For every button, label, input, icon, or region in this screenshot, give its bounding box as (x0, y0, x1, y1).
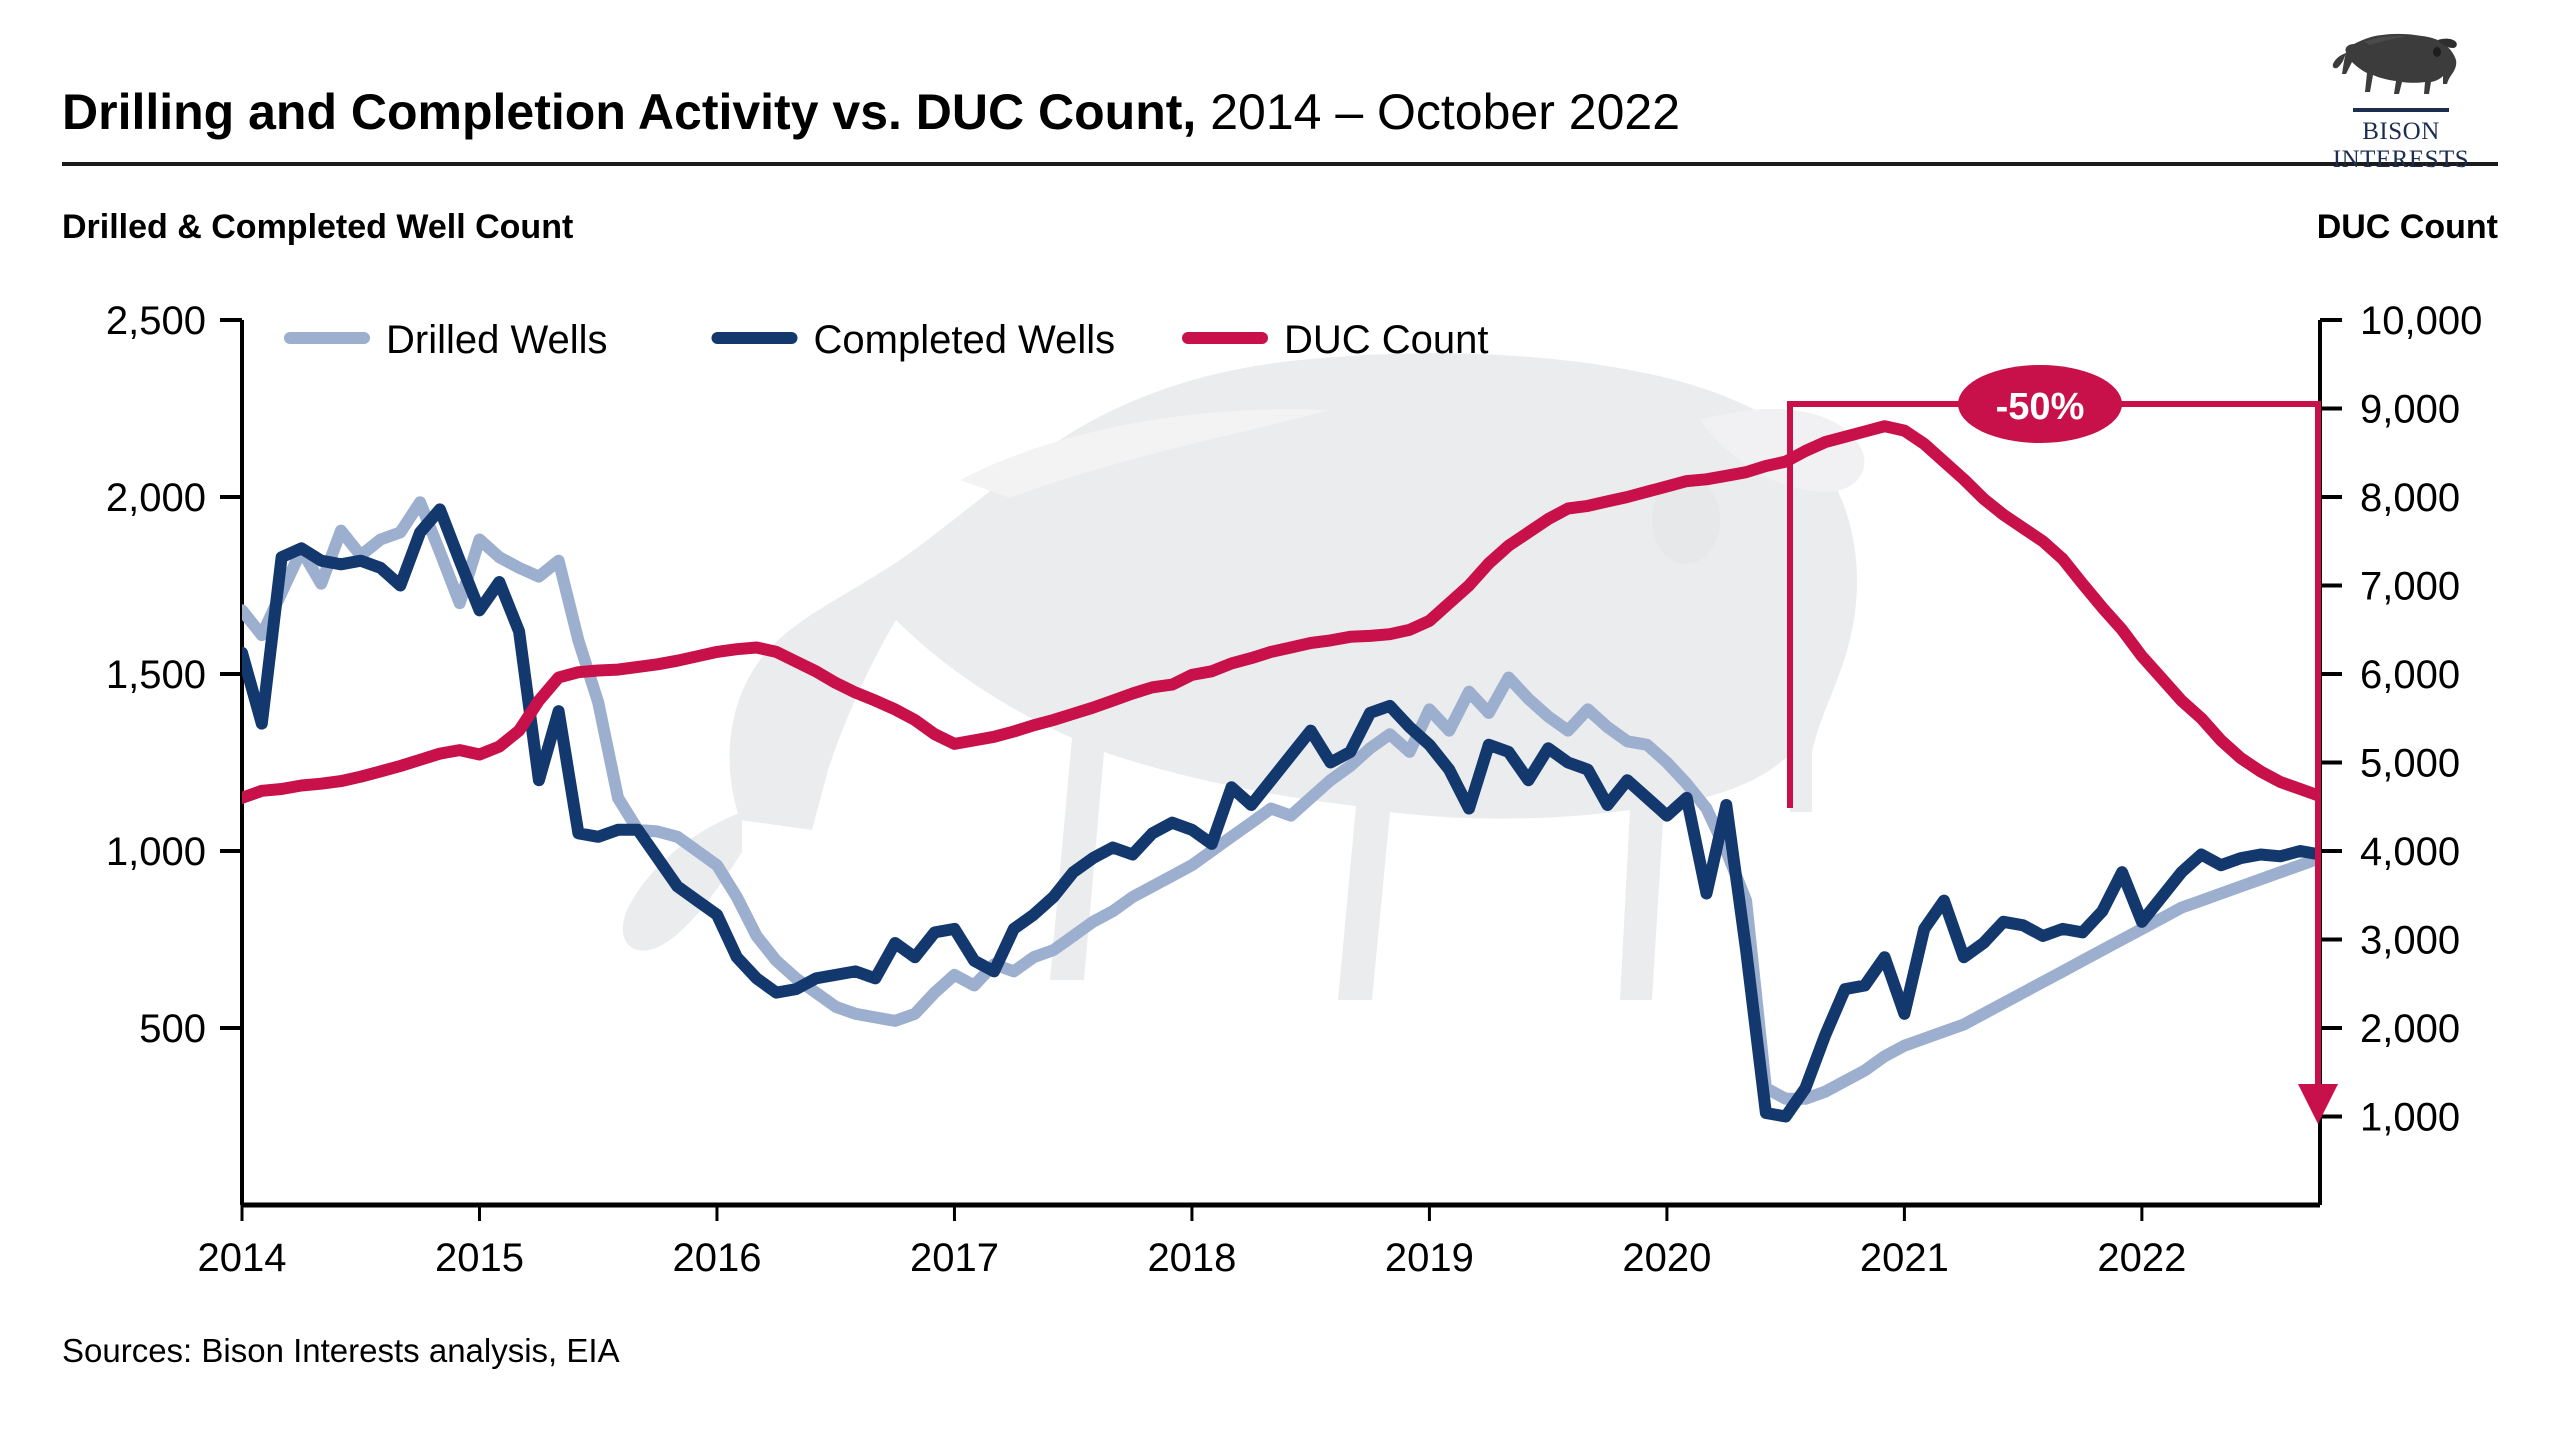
x-axis-tick-label: 2022 (2097, 1236, 2186, 1280)
page-title-bold: Drilling and Completion Activity vs. DUC… (62, 84, 1197, 140)
series-line-completed-wells (242, 503, 2320, 1123)
right-axis-tick-label: 1,000 (2360, 1096, 2460, 1140)
x-axis-tick-label: 2017 (910, 1236, 999, 1280)
left-axis-tick-label: 2,500 (106, 299, 206, 343)
x-axis-tick-label: 2018 (1147, 1236, 1236, 1280)
x-axis-tick-label: 2014 (198, 1236, 287, 1280)
left-axis-tick-label: 500 (139, 1007, 206, 1051)
x-axis-tick-label: 2020 (1622, 1236, 1711, 1280)
right-axis-tick-label: 5,000 (2360, 742, 2460, 786)
annotation-badge-label: -50% (1996, 386, 2085, 428)
logo-divider (2353, 108, 2449, 112)
bison-watermark-icon (622, 353, 1865, 1000)
x-axis-tick-label: 2016 (672, 1236, 761, 1280)
x-axis-tick-label: 2021 (1860, 1236, 1949, 1280)
x-axis-tick-label: 2019 (1385, 1236, 1474, 1280)
legend-label: DUC Count (1284, 318, 1489, 362)
right-axis-tick-label: 9,000 (2360, 388, 2460, 432)
right-axis-tick-label: 7,000 (2360, 565, 2460, 609)
right-axis-tick-label: 10,000 (2360, 299, 2482, 343)
left-axis-tick-label: 1,000 (106, 830, 206, 874)
annotation-badge (1958, 365, 2122, 443)
annotation-arrowhead (2298, 1084, 2338, 1124)
legend-label: Drilled Wells (386, 318, 608, 362)
right-axis-tick-label: 6,000 (2360, 653, 2460, 697)
left-axis-tick-label: 1,500 (106, 653, 206, 697)
logo-wordmark: BISON INTERESTS (2332, 118, 2470, 173)
bison-icon (2332, 33, 2457, 94)
right-axis-tick-label: 2,000 (2360, 1007, 2460, 1051)
series-line-duc-count (242, 420, 2320, 804)
left-axis-caption: Drilled & Completed Well Count (62, 208, 574, 246)
legend-label: Completed Wells (814, 318, 1116, 362)
page-title-range: 2014 – October 2022 (1196, 84, 1681, 140)
page-title: Drilling and Completion Activity vs. DUC… (62, 82, 2498, 154)
title-divider (62, 162, 2498, 166)
brand-logo: BISON INTERESTS (2296, 22, 2506, 173)
right-axis-tick-label: 8,000 (2360, 476, 2460, 520)
right-axis-caption: DUC Count (2316, 208, 2498, 246)
x-axis-tick-label: 2015 (435, 1236, 524, 1280)
left-axis-tick-label: 2,000 (106, 476, 206, 520)
right-axis-tick-label: 3,000 (2360, 919, 2460, 963)
right-axis-tick-label: 4,000 (2360, 830, 2460, 874)
sources-note: Sources: Bison Interests analysis, EIA (62, 1332, 620, 1369)
